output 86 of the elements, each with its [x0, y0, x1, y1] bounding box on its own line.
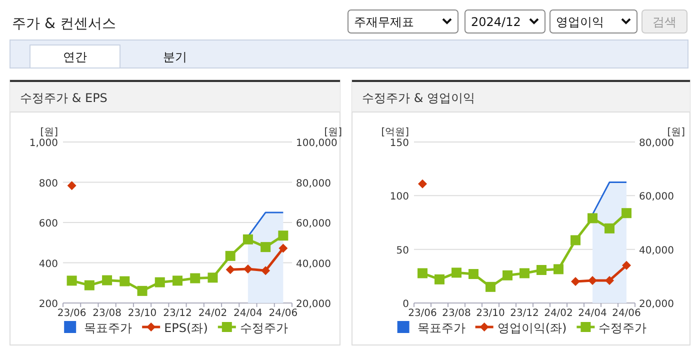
x-tick-label: 23/12: [510, 308, 539, 319]
y-axis-title: [억원]: [381, 127, 410, 138]
legend-label: 수정주가: [598, 321, 647, 335]
point: [434, 274, 444, 284]
point: [137, 286, 148, 296]
point: [571, 277, 580, 286]
x-tick-label: 23/06: [408, 308, 437, 319]
y-tick-label: 200: [38, 299, 58, 310]
point: [67, 181, 76, 190]
y-axis-title: [원]: [40, 127, 58, 138]
y-tick-label: 400: [38, 258, 58, 270]
y2-tick-label: 80,000: [639, 138, 674, 149]
y2-tick-label: 40,000: [296, 258, 331, 270]
x-tick-label: 24/06: [268, 308, 298, 319]
y2-axis-title: [원]: [667, 127, 686, 138]
point: [418, 268, 428, 278]
point: [588, 276, 597, 285]
y2-tick-label: 20,000: [639, 299, 674, 310]
y-tick-label: 800: [38, 178, 58, 190]
y2-tick-label: 60,000: [639, 192, 674, 203]
text: 연간: [63, 50, 87, 64]
point: [452, 268, 462, 278]
point: [486, 282, 496, 292]
text: 검색: [652, 15, 676, 29]
legend-label: 목표주가: [84, 321, 132, 335]
legend-label: 영업이익(좌): [497, 321, 567, 335]
point: [588, 213, 598, 224]
point: [536, 264, 546, 275]
text: 2024/12: [471, 15, 521, 29]
point: [261, 266, 270, 276]
point: [260, 242, 271, 252]
point: [418, 179, 427, 188]
point: [208, 272, 218, 283]
point: [172, 276, 182, 286]
x-tick-label: 23/12: [163, 308, 192, 319]
y-tick-label: 1,000: [29, 138, 58, 149]
x-tick-label: 23/08: [92, 308, 122, 319]
x-tick-label: 23/10: [476, 308, 505, 319]
y2-tick-label: 80,000: [296, 178, 331, 190]
point: [278, 244, 288, 253]
y2-tick-label: 60,000: [296, 218, 331, 230]
chart-title: 수정주가 & 영업이익: [362, 91, 475, 105]
point: [605, 276, 614, 285]
point: [468, 269, 478, 280]
y2-axis-title: [원]: [324, 127, 342, 138]
x-tick-label: 23/06: [57, 308, 86, 319]
point: [570, 235, 580, 246]
legend-label: 목표주가: [417, 321, 466, 335]
point: [604, 223, 614, 234]
x-tick-label: 24/02: [544, 308, 573, 319]
point: [225, 250, 236, 261]
point: [102, 275, 112, 286]
x-tick-label: 23/08: [442, 308, 471, 319]
y-tick-label: 100: [390, 192, 409, 203]
point: [84, 280, 94, 290]
legend-label: EPS(좌): [164, 321, 208, 335]
point: [622, 208, 632, 218]
x-tick-label: 24/04: [234, 308, 262, 319]
title: 주가 & 컨센서스: [12, 16, 116, 32]
y-tick-label: 600: [38, 218, 58, 230]
y-tick-label: 150: [390, 138, 409, 149]
x-tick-label: 24/04: [578, 308, 607, 319]
point: [190, 273, 200, 284]
legend-label: 수정주가: [240, 321, 288, 335]
y-tick-label: 50: [396, 245, 409, 256]
point: [520, 268, 530, 278]
point: [154, 277, 165, 288]
point: [120, 276, 130, 286]
x-tick-label: 24/06: [612, 308, 641, 319]
x-tick-label: 24/02: [198, 308, 228, 319]
chart-title: 수정주가 & EPS: [20, 91, 108, 105]
point: [554, 264, 564, 274]
text: 영업이익: [556, 15, 604, 29]
y2-tick-label: 100,000: [296, 138, 338, 149]
x-tick-label: 23/10: [128, 308, 157, 319]
point: [66, 276, 77, 286]
text: 주재무제표: [354, 15, 414, 29]
text: 분기: [163, 50, 187, 64]
point: [242, 234, 253, 244]
y2-tick-label: 20,000: [296, 299, 331, 310]
point: [278, 230, 288, 241]
y-tick-label: 0: [402, 299, 409, 310]
point: [226, 265, 235, 274]
point: [622, 260, 631, 270]
y2-tick-label: 40,000: [639, 245, 674, 256]
point: [502, 270, 512, 280]
